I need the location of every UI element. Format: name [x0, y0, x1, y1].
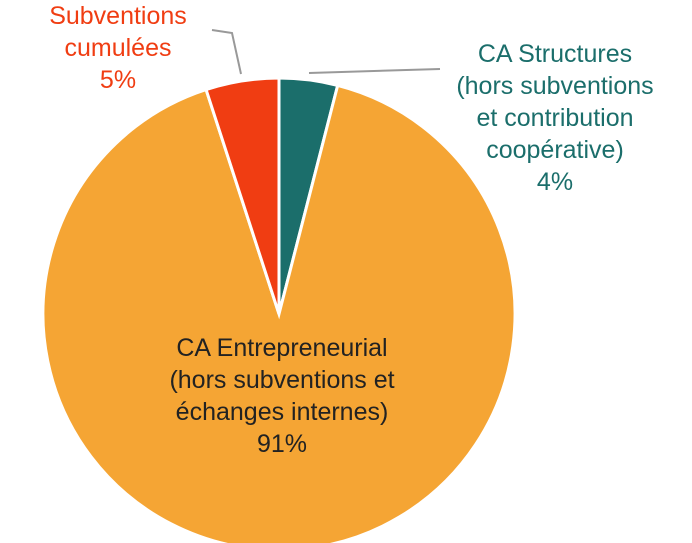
label-line: (hors subventions et [169, 366, 394, 394]
pie-slice [204, 76, 281, 315]
label-line: coopérative) [486, 136, 624, 164]
label-line: Subventions [49, 2, 187, 30]
slice-label: Subventions cumulées [49, 2, 187, 62]
value-label: 5% [100, 66, 136, 94]
label-line: cumulées [65, 34, 172, 62]
label-line: CA Structures [478, 40, 632, 68]
value-label: 91% [257, 430, 307, 458]
slice-label: CA Structures (hors subventions et contrib… [456, 40, 653, 164]
slice-label: CA Entrepreneurial (hors subventions et éc… [169, 334, 394, 426]
label-line: et contribution [476, 104, 633, 132]
leader-line [211, 29, 242, 75]
label-line: échanges internes) [176, 398, 389, 426]
label-line: CA Entrepreneurial [176, 334, 387, 362]
label-line: (hors subventions [456, 72, 653, 100]
leader-line [308, 68, 441, 74]
value-label: 4% [537, 168, 573, 196]
